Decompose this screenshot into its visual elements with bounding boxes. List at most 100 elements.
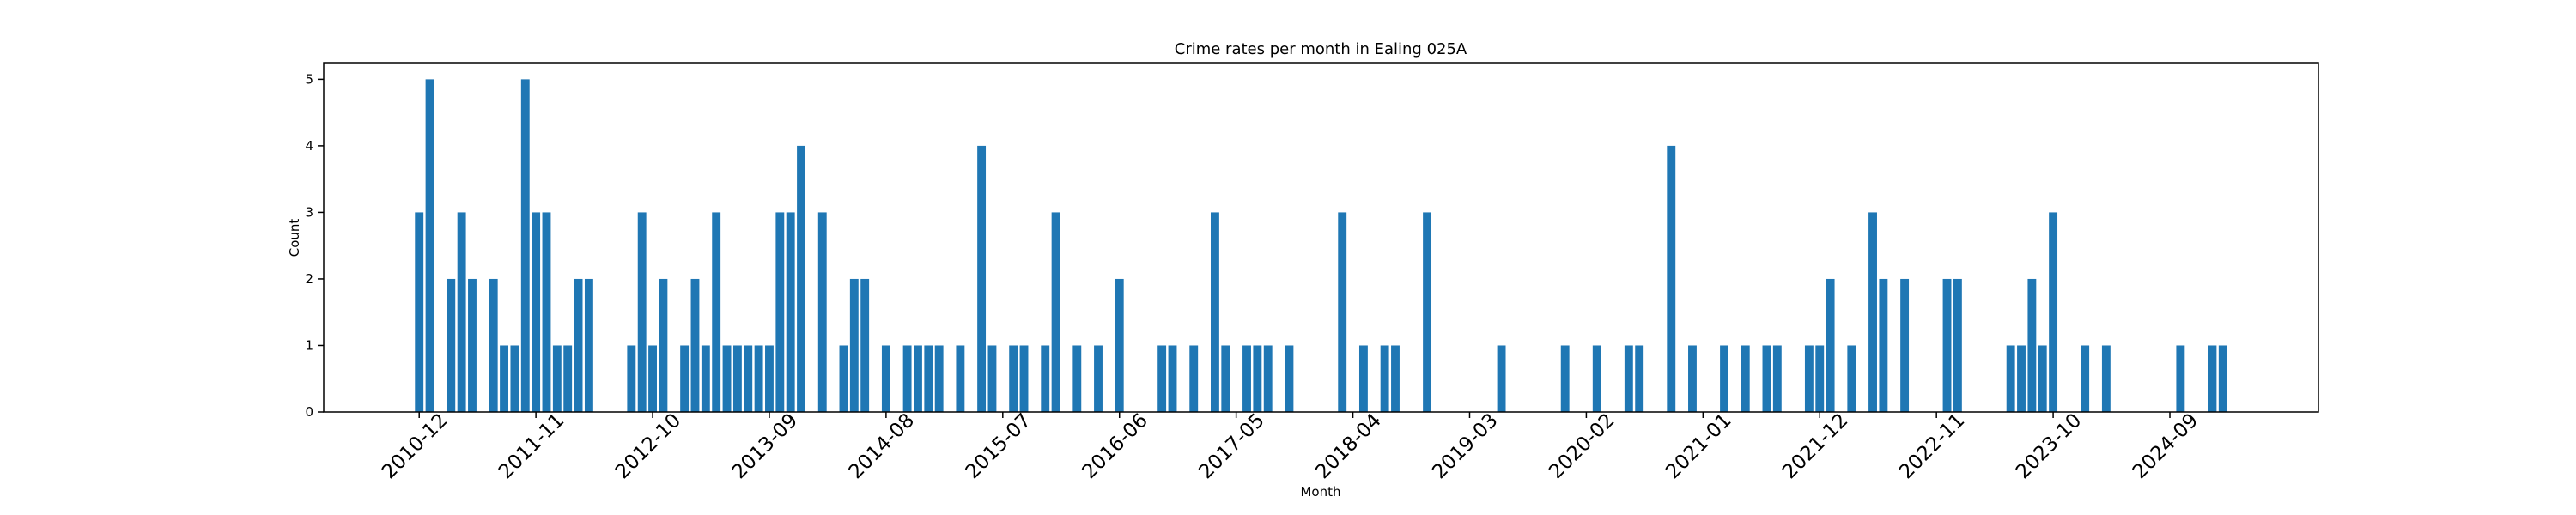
x-tick-label: 2021-12 (1778, 409, 1852, 483)
bar (659, 278, 668, 412)
bar (902, 345, 912, 412)
bar (956, 345, 965, 412)
bar (1720, 345, 1728, 412)
bar (627, 345, 636, 412)
bar (1592, 345, 1601, 412)
bar (2017, 345, 2026, 412)
bar (1847, 345, 1856, 412)
bar (1263, 345, 1273, 412)
bar (1358, 345, 1368, 412)
bar (574, 278, 583, 412)
x-tick-label: 2020-02 (1545, 409, 1619, 483)
bar (1942, 278, 1952, 412)
bar (2081, 345, 2090, 412)
bar (1826, 278, 1835, 412)
bar (839, 345, 848, 412)
bar (2049, 212, 2058, 412)
bar (1741, 345, 1750, 412)
y-tick-label: 5 (305, 71, 313, 87)
bar (934, 345, 944, 412)
bar (1157, 345, 1167, 412)
bar (987, 345, 997, 412)
bar (1815, 345, 1825, 412)
x-tick-label: 2016-06 (1078, 409, 1152, 483)
y-axis-label: Count (287, 219, 302, 258)
bar (1953, 278, 1962, 412)
bar (1253, 345, 1262, 412)
bar (1041, 345, 1050, 412)
x-tick-label: 2018-04 (1311, 409, 1385, 483)
bar (489, 278, 498, 412)
bar (510, 345, 519, 412)
bar (584, 278, 593, 412)
x-tick-label: 2019-03 (1428, 409, 1502, 483)
bar (637, 212, 647, 412)
bar (712, 212, 721, 412)
x-tick-label: 2017-05 (1195, 409, 1269, 483)
x-tick-label: 2023-10 (2012, 409, 2086, 483)
bar (1635, 345, 1644, 412)
bar (1338, 212, 1347, 412)
bar (744, 345, 753, 412)
bar (1380, 345, 1389, 412)
x-tick-label: 2015-07 (962, 409, 1036, 483)
bar (425, 79, 434, 412)
x-tick-label: 2013-09 (728, 409, 802, 483)
bar (1115, 278, 1124, 412)
bar (1051, 212, 1060, 412)
bar (1624, 345, 1633, 412)
bar (860, 278, 870, 412)
bar (532, 212, 541, 412)
x-tick-label: 2021-01 (1662, 409, 1735, 483)
bar (1094, 345, 1103, 412)
bar (1497, 345, 1506, 412)
bar (457, 212, 466, 412)
bar (1762, 345, 1771, 412)
x-tick-label: 2010-12 (378, 409, 452, 483)
bar (1879, 278, 1888, 412)
y-tick-label: 2 (305, 271, 313, 287)
bar (1868, 212, 1877, 412)
bar (849, 278, 859, 412)
bar (468, 278, 477, 412)
y-tick-label: 3 (305, 204, 313, 220)
bar (2218, 345, 2227, 412)
bar (817, 212, 827, 412)
bar (1221, 345, 1230, 412)
x-axis-label: Month (1300, 484, 1340, 500)
bar (1009, 345, 1018, 412)
bar (520, 79, 530, 412)
bar (563, 345, 573, 412)
bar (648, 345, 657, 412)
bar (1019, 345, 1029, 412)
bar (690, 278, 700, 412)
chart-title: Crime rates per month in Ealing 025A (1175, 40, 1467, 58)
bar (500, 345, 509, 412)
bar (2208, 345, 2217, 412)
bar (914, 345, 922, 412)
x-tick-label: 2012-10 (611, 409, 685, 483)
x-tick-label: 2014-08 (845, 409, 919, 483)
bar (2176, 345, 2185, 412)
bar (924, 345, 933, 412)
bar (1242, 345, 1251, 412)
y-tick-label: 4 (305, 138, 313, 154)
bar (680, 345, 690, 412)
bar (786, 212, 795, 412)
bar (775, 212, 785, 412)
bar (2006, 345, 2015, 412)
bar (2038, 345, 2047, 412)
bar (732, 345, 742, 412)
bar (1560, 345, 1570, 412)
bar (1210, 212, 1219, 412)
bar (881, 345, 890, 412)
bar (1423, 212, 1432, 412)
x-tick-label: 2011-11 (495, 409, 568, 483)
y-tick-label: 0 (305, 404, 313, 420)
bar (1189, 345, 1199, 412)
bar (2101, 345, 2111, 412)
bar (447, 278, 456, 412)
x-tick-label: 2024-09 (2129, 409, 2202, 483)
